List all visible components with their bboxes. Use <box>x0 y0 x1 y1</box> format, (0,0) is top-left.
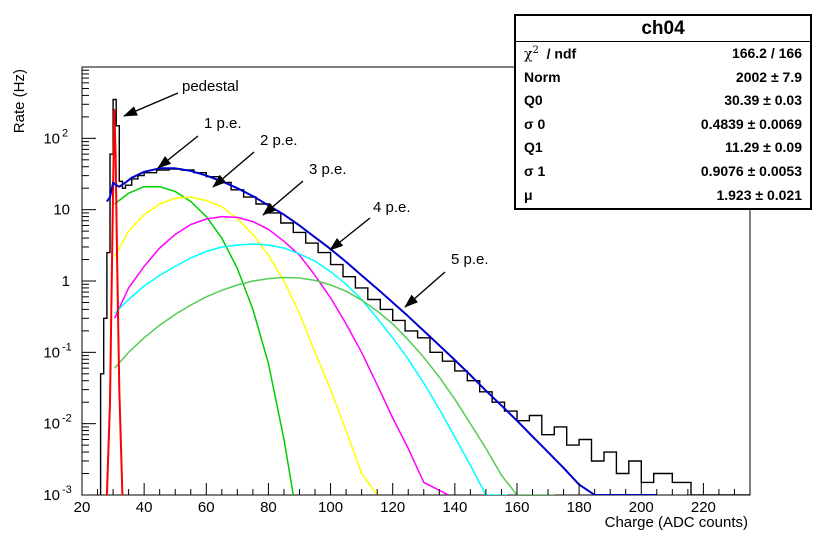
stats-value-q1: 11.29 ± 0.09 <box>725 139 802 156</box>
y-tick-label: 10 <box>43 416 60 433</box>
annotation-label-2: 1 p.e. <box>204 115 242 132</box>
annotation-label-3: 2 p.e. <box>260 132 298 149</box>
x-tick-label: 100 <box>318 499 343 516</box>
y-tick-label: 10 <box>43 130 60 147</box>
stats-row-norm: Norm 2002 ± 7.9 <box>516 66 810 90</box>
y-tick-exponent: 2 <box>62 127 68 139</box>
pe-curve-4 <box>114 243 508 495</box>
x-tick-label: 120 <box>380 499 405 516</box>
x-tick-label: 220 <box>691 499 716 516</box>
y-tick-label: 1 <box>62 273 70 290</box>
y-tick-exponent: -2 <box>62 413 72 425</box>
x-tick-label: 40 <box>136 499 153 516</box>
annotation-arrow-2 <box>157 135 199 169</box>
fit-total-curve <box>106 167 657 495</box>
y-tick-label: 10 <box>43 344 60 361</box>
stats-row-sigma0: σ 0 0.4839 ± 0.0069 <box>516 113 810 137</box>
stats-value-mu: 1.923 ± 0.021 <box>716 186 802 203</box>
histogram-series <box>99 98 750 495</box>
x-tick-label: 20 <box>74 499 91 516</box>
x-tick-label: 60 <box>198 499 215 516</box>
pe-curve-1 <box>114 185 295 495</box>
pe-curve-5 <box>114 276 555 495</box>
fit-stats-box: ch04 χ2 / ndf 166.2 / 166 Norm 2002 ± 7.… <box>514 14 812 210</box>
annotation-label-4: 3 p.e. <box>309 161 347 178</box>
stats-key-chi-sup: 2 <box>532 45 539 56</box>
stats-value-sigma1: 0.9076 ± 0.0053 <box>700 162 802 179</box>
y-tick-exponent: -1 <box>62 341 72 353</box>
pedestal-curve <box>105 108 124 495</box>
stats-row-q0: Q0 30.39 ± 0.03 <box>516 89 810 113</box>
stats-value-norm: 2002 ± 7.9 <box>735 68 802 85</box>
stats-value-sigma0: 0.4839 ± 0.0069 <box>700 115 802 132</box>
stats-row-q1: Q1 11.29 ± 0.09 <box>516 136 810 160</box>
pe-curve-2 <box>113 196 378 495</box>
y-axis-label: Rate (Hz) <box>11 69 28 133</box>
annotation-label-6: 5 p.e. <box>451 251 489 268</box>
stats-value-chi2: 166.2 / 166 <box>731 45 802 61</box>
stats-title: ch04 <box>516 16 810 42</box>
pe-curve-3 <box>113 215 449 495</box>
stats-key-ndf: / ndf <box>538 45 577 62</box>
stats-key-chi: χ <box>524 46 533 63</box>
annotation-arrow-4 <box>262 180 304 216</box>
stats-row-chi2: χ2 / ndf 166.2 / 166 <box>516 42 810 66</box>
stats-row-sigma1: σ 1 0.9076 ± 0.0053 <box>516 160 810 184</box>
annotation-arrow-5 <box>329 217 371 251</box>
annotation-arrow-6 <box>404 271 446 308</box>
stats-key-sigma0: σ 0 <box>524 115 546 132</box>
x-tick-label: 180 <box>567 499 592 516</box>
stats-key-q0: Q0 <box>524 92 543 109</box>
y-tick-label: 10 <box>53 202 70 219</box>
annotation-label-1: pedestal <box>182 78 239 95</box>
stats-key-q1: Q1 <box>524 139 543 156</box>
x-axis-label: Charge (ADC counts) <box>605 514 748 531</box>
x-tick-label: 160 <box>504 499 529 516</box>
x-tick-label: 80 <box>260 499 277 516</box>
stats-key-norm: Norm <box>524 68 561 85</box>
x-tick-label: 140 <box>442 499 467 516</box>
x-tick-label: 200 <box>629 499 654 516</box>
annotation-arrow-1 <box>123 92 179 117</box>
stats-row-mu: μ 1.923 ± 0.021 <box>516 184 810 208</box>
y-tick-label: 10 <box>43 487 60 504</box>
annotation-arrow-3 <box>212 151 255 188</box>
stats-key-sigma1: σ 1 <box>524 162 546 179</box>
stats-key-mu: μ <box>524 186 533 203</box>
y-tick-exponent: -3 <box>62 484 72 496</box>
stats-value-q0: 30.39 ± 0.03 <box>724 92 802 109</box>
annotation-label-5: 4 p.e. <box>373 199 411 216</box>
